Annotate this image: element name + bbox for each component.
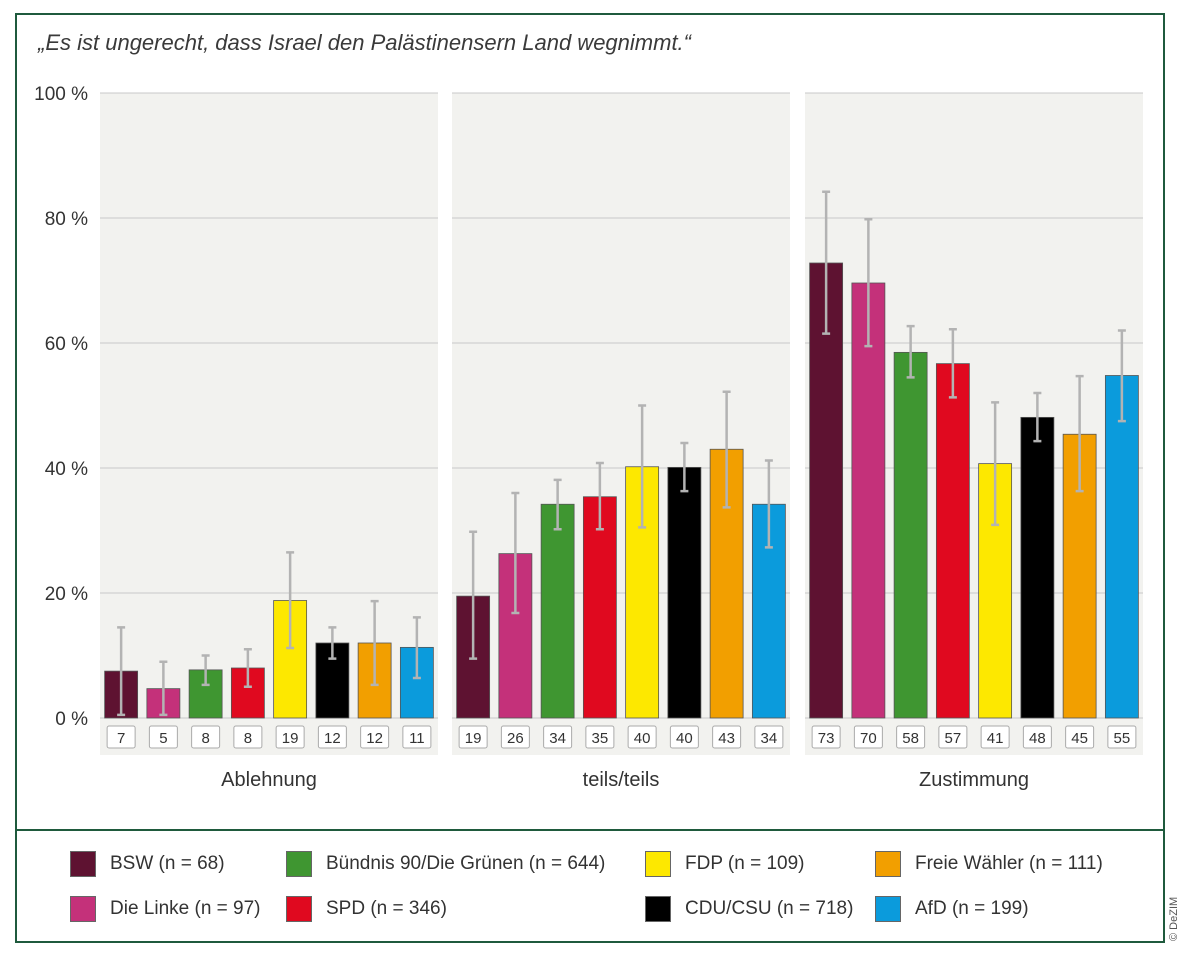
- legend-swatch: [875, 851, 901, 877]
- value-label: 11: [409, 730, 425, 747]
- bar-b-ndnis-90-die-gr-nen-teils-teils: [540, 503, 575, 719]
- value-label-box: [275, 725, 305, 749]
- chart-title: „Es ist ungerecht, dass Israel den Paläs…: [38, 30, 691, 55]
- bar-die-linke-zustimmung: [851, 282, 886, 719]
- y-tick-label: 20 %: [45, 584, 88, 605]
- value-label: 34: [549, 730, 566, 747]
- value-label: 57: [945, 730, 962, 747]
- value-label-box: [1107, 725, 1137, 749]
- value-label: 43: [718, 730, 735, 747]
- y-tick-label: 0 %: [55, 709, 88, 730]
- legend-item-fdp: FDP (n = 109): [645, 849, 805, 879]
- value-label: 34: [761, 730, 778, 747]
- value-label-box: [980, 725, 1010, 749]
- bar-afd-zustimmung: [1104, 375, 1139, 719]
- value-label-box: [106, 725, 136, 749]
- legend-item-bsw: BSW (n = 68): [70, 849, 225, 879]
- value-label-box: [543, 725, 573, 749]
- value-label: 12: [366, 730, 383, 747]
- legend-label: CDU/CSU (n = 718): [685, 898, 854, 919]
- legend-item-spd: SPD (n = 346): [286, 894, 447, 924]
- legend-swatch: [286, 896, 312, 922]
- y-tick-label: 80 %: [45, 209, 88, 230]
- value-label: 58: [902, 730, 919, 747]
- value-label-box: [500, 725, 530, 749]
- value-label-box: [1022, 725, 1052, 749]
- value-label-box: [853, 725, 883, 749]
- legend-label: AfD (n = 199): [915, 898, 1029, 919]
- legend-label: SPD (n = 346): [326, 898, 447, 919]
- value-label: 35: [592, 730, 609, 747]
- y-tick-label: 100 %: [34, 84, 88, 105]
- legend-item-afd: AfD (n = 199): [875, 894, 1029, 924]
- legend-swatch: [875, 896, 901, 922]
- value-label: 12: [324, 730, 341, 747]
- value-label: 40: [634, 730, 651, 747]
- bar-spd-teils-teils: [582, 496, 617, 719]
- legend-item-die-linke: Die Linke (n = 97): [70, 894, 261, 924]
- value-label-box: [317, 725, 347, 749]
- panel-label-ablehnung: Ablehnung: [221, 769, 317, 791]
- value-label: 7: [117, 730, 125, 747]
- value-label: 40: [676, 730, 693, 747]
- value-label: 45: [1071, 730, 1088, 747]
- value-label-box: [148, 725, 178, 749]
- legend-label: Bündnis 90/Die Grünen (n = 644): [326, 853, 606, 874]
- value-label: 70: [860, 730, 877, 747]
- value-label-box: [233, 725, 263, 749]
- bar-cdu-csu-teils-teils: [667, 466, 702, 719]
- legend-swatch: [645, 851, 671, 877]
- bar-spd-zustimmung: [935, 363, 970, 719]
- value-label-box: [938, 725, 968, 749]
- value-label-box: [360, 725, 390, 749]
- legend-swatch: [645, 896, 671, 922]
- value-label: 48: [1029, 730, 1046, 747]
- bar-b-ndnis-90-die-gr-nen-zustimmung: [893, 351, 928, 719]
- value-label: 73: [818, 730, 835, 747]
- legend-swatch: [286, 851, 312, 877]
- legend-item-freie-w-hler: Freie Wähler (n = 111): [875, 849, 1103, 879]
- value-label-box: [896, 725, 926, 749]
- bar-chart: 0 %20 %40 %60 %80 %100 %7 5 8 8 19 12 12 11Able…: [34, 84, 1143, 791]
- value-label: 19: [282, 730, 299, 747]
- value-label-box: [712, 725, 742, 749]
- value-label-box: [1065, 725, 1095, 749]
- legend-label: Die Linke (n = 97): [110, 898, 261, 919]
- legend-swatch: [70, 851, 96, 877]
- panel-label-teils-teils: teils/teils: [583, 769, 660, 791]
- value-label-box: [402, 725, 432, 749]
- value-label-box: [811, 725, 841, 749]
- value-label-box: [191, 725, 221, 749]
- y-tick-label: 60 %: [45, 334, 88, 355]
- value-label: 5: [159, 730, 167, 747]
- y-tick-label: 40 %: [45, 459, 88, 480]
- legend-divider: [15, 829, 1165, 831]
- bar-bsw-zustimmung: [809, 262, 844, 719]
- value-label-box: [669, 725, 699, 749]
- credit-text: © DeZIM: [1168, 896, 1180, 941]
- legend-label: Freie Wähler (n = 111): [915, 853, 1103, 874]
- value-label: 8: [244, 730, 252, 747]
- value-label: 19: [465, 730, 482, 747]
- value-label: 8: [201, 730, 209, 747]
- legend-label: BSW (n = 68): [110, 853, 225, 874]
- legend-item-b-ndnis-90-die-gr-nen: Bündnis 90/Die Grünen (n = 644): [286, 849, 605, 879]
- bar-cdu-csu-zustimmung: [1020, 416, 1055, 719]
- legend-item-cdu-csu: CDU/CSU (n = 718): [645, 894, 853, 924]
- chart-frame: [15, 13, 1165, 943]
- value-label-box: [458, 725, 488, 749]
- value-label-box: [585, 725, 615, 749]
- value-label: 26: [507, 730, 524, 747]
- value-label-box: [627, 725, 657, 749]
- value-label-box: [754, 725, 784, 749]
- value-label: 41: [987, 730, 1004, 747]
- value-label: 55: [1114, 730, 1131, 747]
- legend-swatch: [70, 896, 96, 922]
- panel-label-zustimmung: Zustimmung: [919, 769, 1029, 791]
- legend-label: FDP (n = 109): [685, 853, 805, 874]
